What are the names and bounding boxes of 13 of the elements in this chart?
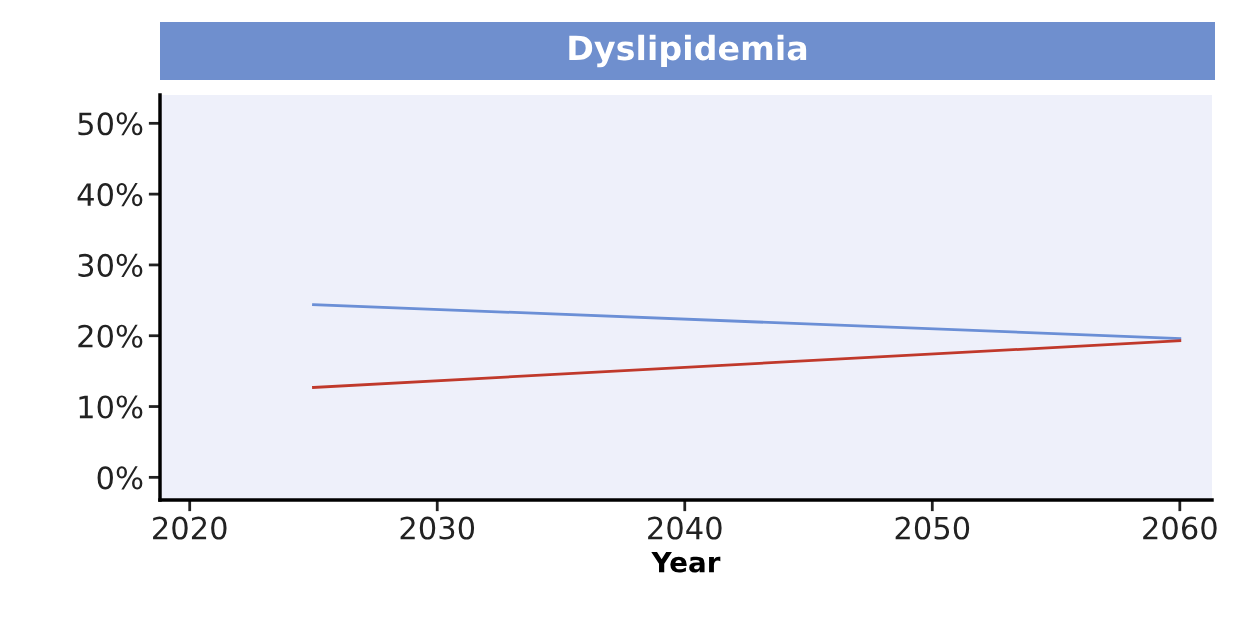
y-tick-label: 40% <box>77 183 143 207</box>
y-tick-label: 20% <box>78 324 143 348</box>
x-tick-label: 2050 <box>895 516 970 540</box>
y-tick-label: 10% <box>79 395 143 419</box>
x-tick-label: 2030 <box>400 516 475 540</box>
y-tick-label: 30% <box>78 253 143 277</box>
x-tick-label: 2020 <box>153 516 227 540</box>
x-axis-title: Year <box>651 551 721 573</box>
y-tick-label: 0% <box>97 466 143 490</box>
y-tick-label: 50% <box>78 112 143 136</box>
x-tick-label: 2060 <box>1143 516 1217 540</box>
x-tick-label: 2040 <box>648 516 722 540</box>
chart-title: Dyslipidemia <box>569 34 807 68</box>
